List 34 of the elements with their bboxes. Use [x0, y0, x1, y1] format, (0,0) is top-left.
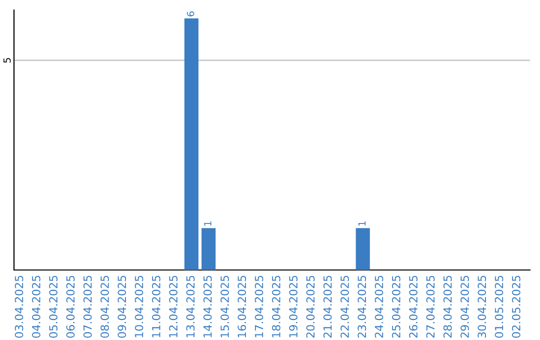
x-tick-label: 27.04.2025	[426, 276, 435, 338]
data-label: 6	[186, 11, 194, 16]
x-tick-label: 05.04.2025	[49, 276, 58, 338]
x-tick-label: 23.04.2025	[358, 276, 366, 338]
x-tick-label: 14.04.2025	[203, 276, 212, 338]
data-label: 1	[204, 221, 212, 226]
x-tick-label: 29.04.2025	[460, 276, 469, 338]
x-tick-label: 03.04.2025	[14, 276, 24, 338]
x-tick-label: 17.04.2025	[254, 276, 264, 338]
x-tick-label: 06.04.2025	[66, 276, 75, 338]
x-tick-label: 01.05.2025	[494, 276, 504, 338]
x-tick-label: 21.04.2025	[323, 276, 332, 338]
x-tick-label: 09.04.2025	[118, 276, 126, 338]
x-tick-label: 30.04.2025	[478, 276, 486, 338]
x-tick-label: 20.04.2025	[306, 276, 315, 338]
x-tick-label: 15.04.2025	[220, 276, 229, 338]
x-tick-label: 19.04.2025	[289, 276, 298, 338]
data-label: 1	[358, 221, 366, 226]
x-tick-label: 10.04.2025	[134, 276, 144, 338]
x-tick-label: 18.04.2025	[272, 276, 280, 338]
x-tick-label: 26.04.2025	[409, 276, 418, 338]
x-tick-label: 12.04.2025	[169, 276, 178, 338]
x-tick-label: 07.04.2025	[83, 276, 92, 338]
x-tick-label: 22.04.2025	[340, 276, 349, 338]
x-tick-label: 02.05.2025	[512, 276, 520, 338]
x-tick-label: 28.04.2025	[443, 276, 452, 338]
x-tick-label: 11.04.2025	[152, 276, 160, 338]
x-tick-label: 25.04.2025	[392, 276, 400, 338]
x-tick-label: 13.04.2025	[186, 276, 195, 338]
x-tick-label: 08.04.2025	[100, 276, 109, 338]
x-tick-label: 16.04.2025	[238, 276, 246, 338]
y-tick-label: 5	[4, 58, 11, 63]
x-tick-label: 04.04.2025	[32, 276, 40, 338]
x-tick-label: 24.04.2025	[374, 276, 384, 338]
